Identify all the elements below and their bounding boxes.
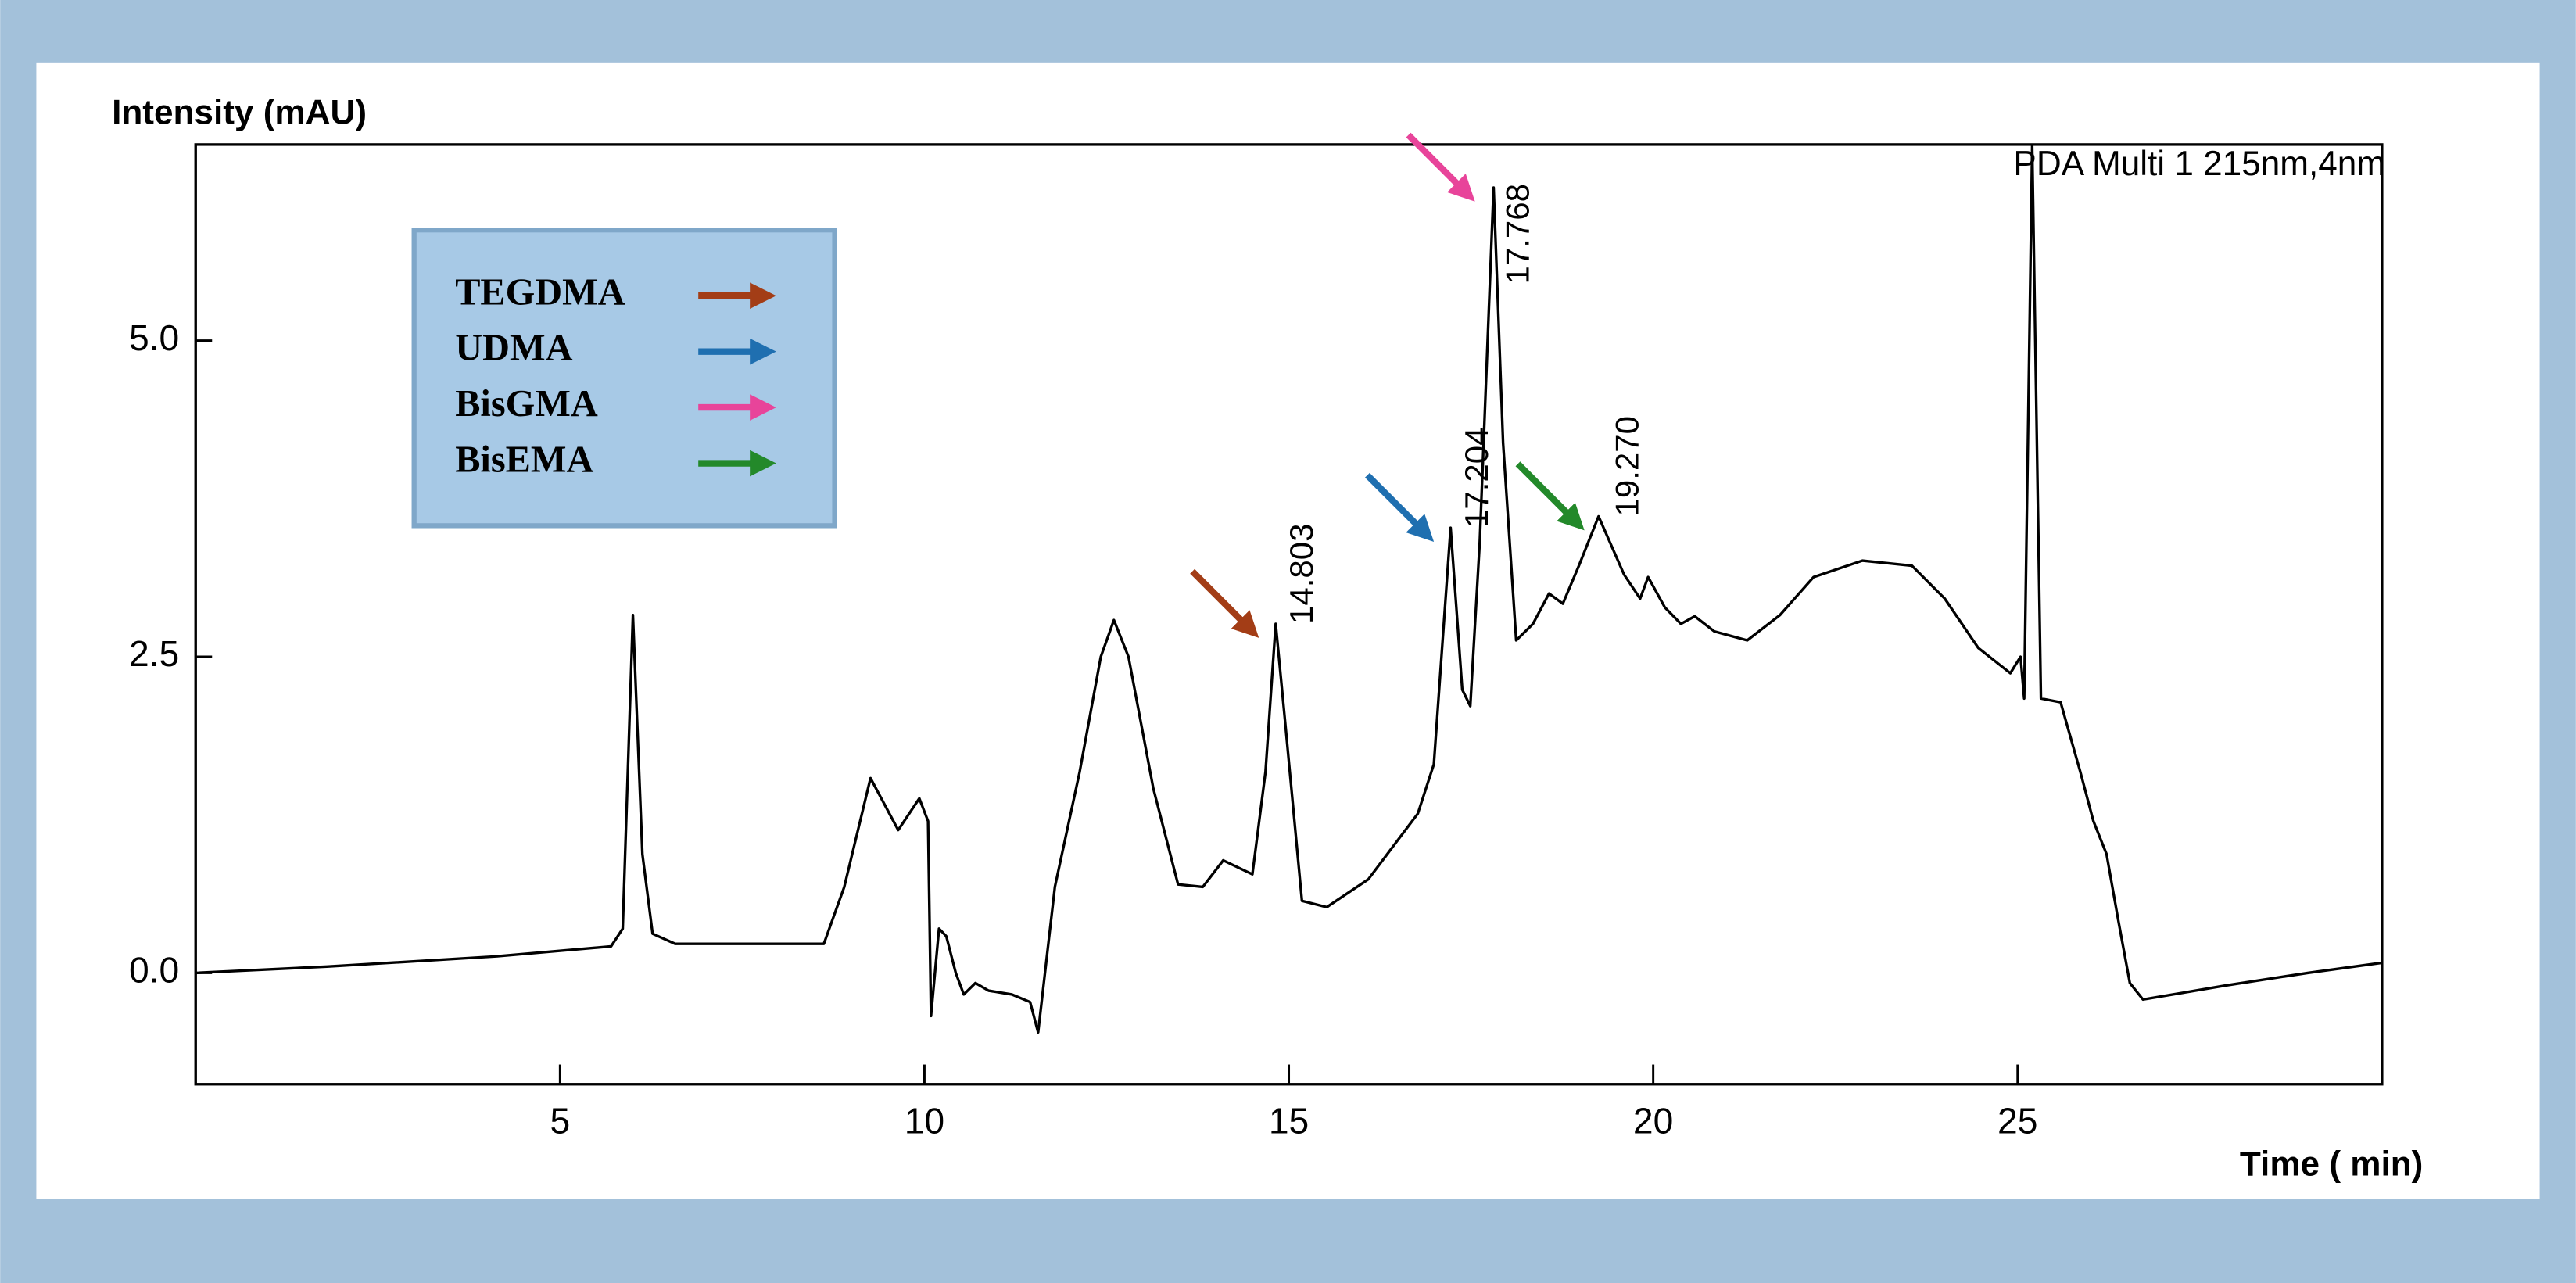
- legend-label: BisGMA: [455, 383, 598, 425]
- x-tick-label: 20: [1633, 1100, 1673, 1141]
- annotation: PDA Multi 1 215nm,4nm: [2013, 145, 2385, 183]
- x-axis-label: Time ( min): [2240, 1145, 2423, 1183]
- peak-arrow: [1515, 461, 1585, 531]
- peak-arrow: [1190, 568, 1259, 638]
- peak-arrow: [1406, 132, 1475, 202]
- x-tick-label: 10: [905, 1100, 944, 1141]
- x-tick-label: 25: [1997, 1100, 2037, 1141]
- y-axis-label: Intensity (mAU): [112, 94, 367, 132]
- peak-arrow: [1364, 472, 1435, 542]
- legend-label: UDMA: [455, 328, 572, 369]
- peak-label: 17.204: [1458, 428, 1495, 529]
- legend-box: [411, 228, 837, 529]
- y-tick-label: 5.0: [129, 317, 179, 358]
- peak-label: 14.803: [1283, 523, 1320, 624]
- peak-label: 19.270: [1609, 416, 1646, 517]
- peak-label: 17.768: [1499, 184, 1536, 285]
- trace: [195, 144, 2383, 1034]
- legend-label: BisEMA: [455, 439, 593, 481]
- y-tick-label: 0.0: [129, 950, 179, 991]
- legend-label: TEGDMA: [455, 271, 625, 313]
- y-tick-label: 2.5: [129, 633, 179, 674]
- x-tick-label: 5: [550, 1100, 570, 1141]
- x-tick-label: 15: [1269, 1100, 1309, 1141]
